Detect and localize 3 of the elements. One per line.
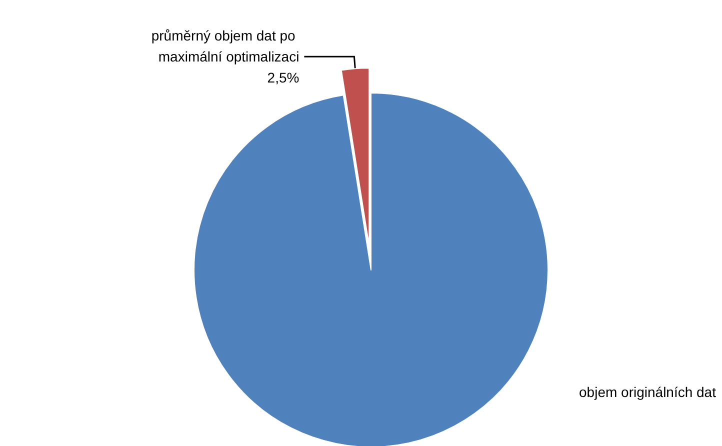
slice-label: objem originálních dat xyxy=(579,384,716,400)
slice-label: průměrný objem dat po maximální optimalizaci xyxy=(151,28,300,65)
data-label: 2,5% xyxy=(267,70,300,86)
